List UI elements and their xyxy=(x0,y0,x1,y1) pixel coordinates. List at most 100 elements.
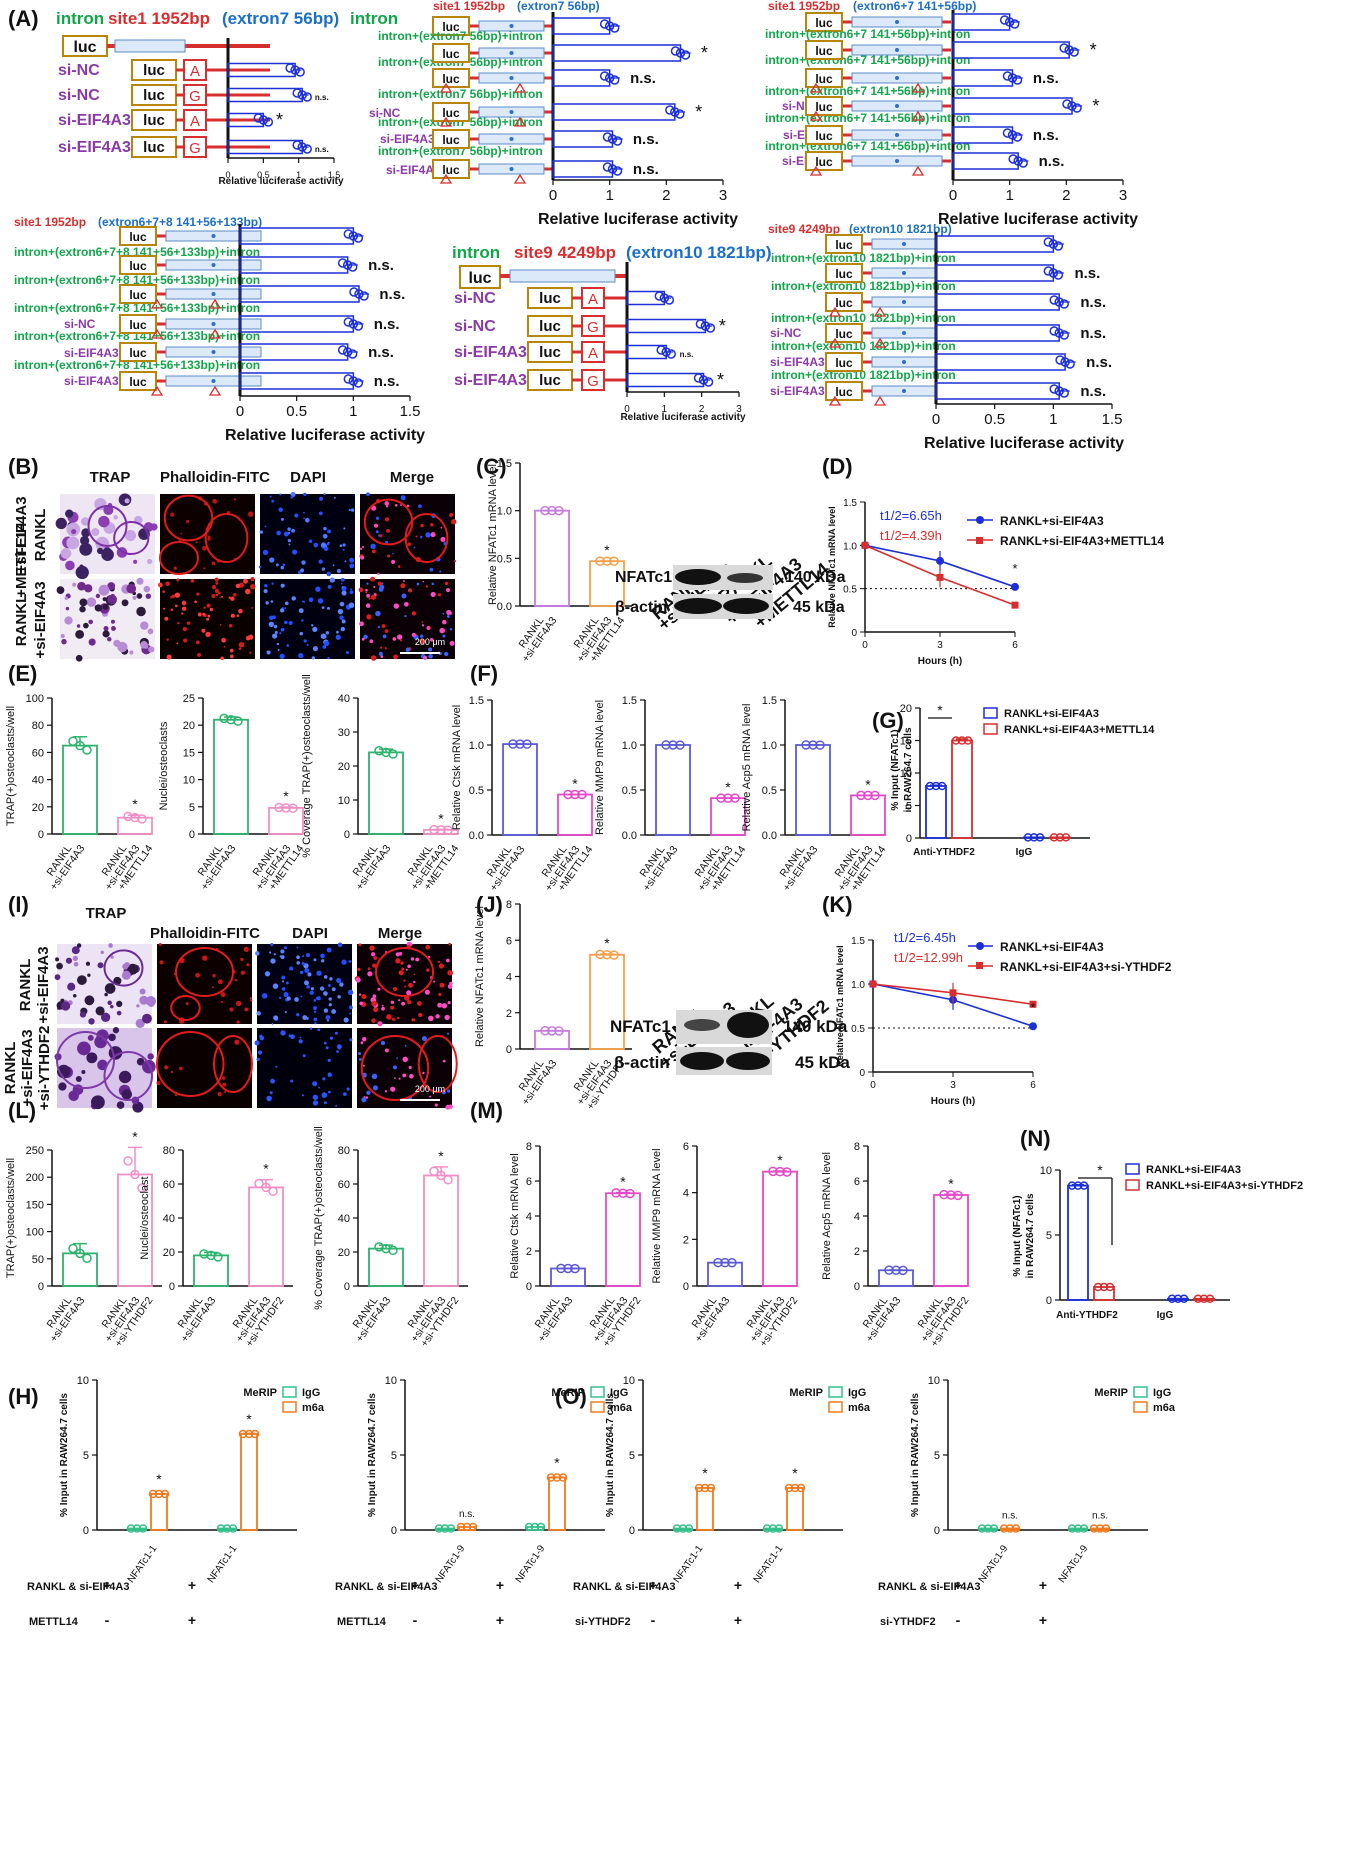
texture-spot xyxy=(337,995,341,999)
y-tick-label: 0 xyxy=(629,1525,635,1537)
data-point xyxy=(675,48,686,58)
x-tick-label: 6 xyxy=(1012,640,1018,651)
data-point xyxy=(856,790,866,801)
texture-spot xyxy=(185,1002,189,1006)
texture-spot xyxy=(286,644,290,647)
texture-spot xyxy=(230,654,234,659)
texture-spot xyxy=(328,1003,332,1007)
data-point xyxy=(762,1524,772,1533)
texture-spot xyxy=(71,946,80,955)
base-label: G xyxy=(189,88,201,105)
texture-spot xyxy=(447,970,453,976)
texture-spot xyxy=(361,545,365,548)
data-point xyxy=(443,1175,453,1185)
texture-spot xyxy=(133,559,138,564)
texture-spot xyxy=(337,942,343,948)
texture-spot xyxy=(323,1101,327,1105)
data-point xyxy=(599,71,610,81)
sirna-label: si-EIF4A3 xyxy=(386,163,441,177)
texture-spot xyxy=(319,986,325,991)
data-point xyxy=(1005,1524,1015,1533)
bar xyxy=(655,744,691,836)
data-point xyxy=(730,793,740,803)
factor-level: + xyxy=(496,1577,504,1593)
texture-spot xyxy=(446,1032,450,1035)
data-point xyxy=(554,505,564,516)
legend-swatch xyxy=(282,1401,297,1413)
texture-spot xyxy=(140,641,148,649)
texture-spot xyxy=(323,640,330,647)
texture-spot xyxy=(190,578,195,583)
x-axis-title: Hours (h) xyxy=(918,656,962,667)
texture-spot xyxy=(393,603,400,609)
legend-label: RANKL+si-EIF4A3 xyxy=(1004,708,1099,720)
texture-spot xyxy=(284,1011,287,1014)
texture-spot xyxy=(236,1020,240,1024)
data-point xyxy=(446,1524,456,1533)
texture-spot xyxy=(116,1101,125,1109)
sirna-label: si-EIF4A3 xyxy=(64,374,119,388)
luc-label: luc xyxy=(815,16,833,30)
base-box xyxy=(183,109,207,131)
bar xyxy=(248,1186,284,1287)
y-tick-label: 6 xyxy=(854,1176,860,1188)
y-axis-title: in RAW264.7 cells xyxy=(903,727,914,812)
texture-spot xyxy=(91,527,100,537)
texture-spot xyxy=(60,1001,71,1011)
data-point xyxy=(1054,297,1064,307)
data-point xyxy=(1093,1282,1103,1292)
texture-spot xyxy=(247,511,254,517)
texture-spot xyxy=(280,565,285,570)
data-point xyxy=(951,736,961,745)
texture-spot xyxy=(377,1021,383,1027)
texture-spot xyxy=(60,633,65,639)
y-axis-title: TRAP(+)osteoclasts/well xyxy=(5,706,17,826)
data-point xyxy=(604,73,615,83)
title-exon: (extron6+7+8 141+56+133bp) xyxy=(98,215,262,229)
legend-label: RANKL+si-EIF4A3 xyxy=(1000,514,1104,528)
data-point xyxy=(891,1265,901,1275)
y-tick-label: 1.0 xyxy=(843,541,857,552)
data-point xyxy=(602,950,612,960)
cell-outline xyxy=(175,947,234,997)
blot-label: NFATc1 xyxy=(610,1017,671,1036)
ns-label: n.s. xyxy=(459,1509,475,1520)
y-tick-label: 0.0 xyxy=(469,830,484,842)
texture-spot xyxy=(341,619,346,624)
col-header-dapi: DAPI xyxy=(292,925,328,942)
data-point xyxy=(700,1483,710,1493)
factor-level: + xyxy=(1039,1612,1047,1628)
texture-spot xyxy=(209,607,214,612)
ns-label: n.s. xyxy=(368,344,394,361)
luc-label: luc xyxy=(539,344,561,361)
half-life-label: t1/2=4.39h xyxy=(880,528,942,543)
data-point xyxy=(609,75,620,85)
texture-spot xyxy=(88,1018,95,1025)
texture-spot xyxy=(443,651,449,657)
luc-label: luc xyxy=(835,296,853,310)
data-point xyxy=(666,349,676,359)
luc-box xyxy=(119,255,157,275)
y-tick-label: 1.5 xyxy=(497,458,512,470)
data-point xyxy=(1043,266,1054,276)
texture-spot xyxy=(407,1000,412,1005)
texture-spot xyxy=(390,1086,396,1092)
texture-spot xyxy=(244,1007,249,1012)
y-tick-label: 80 xyxy=(338,1145,350,1157)
data-point xyxy=(359,291,369,301)
texture-spot xyxy=(338,1047,341,1050)
sirna-label: si-NC xyxy=(454,318,496,335)
data-point xyxy=(353,233,364,243)
texture-spot xyxy=(249,999,253,1002)
texture-spot xyxy=(263,589,268,594)
texture-spot xyxy=(136,1004,140,1008)
data-point xyxy=(547,1026,557,1036)
texture-spot xyxy=(438,963,444,969)
luc-box xyxy=(119,284,157,304)
texture-spot xyxy=(326,606,330,610)
texture-spot xyxy=(428,647,433,652)
texture-spot xyxy=(431,582,435,586)
y-tick-label: 20 xyxy=(183,720,195,732)
cell-outline xyxy=(363,498,414,546)
texture-spot xyxy=(380,646,383,649)
